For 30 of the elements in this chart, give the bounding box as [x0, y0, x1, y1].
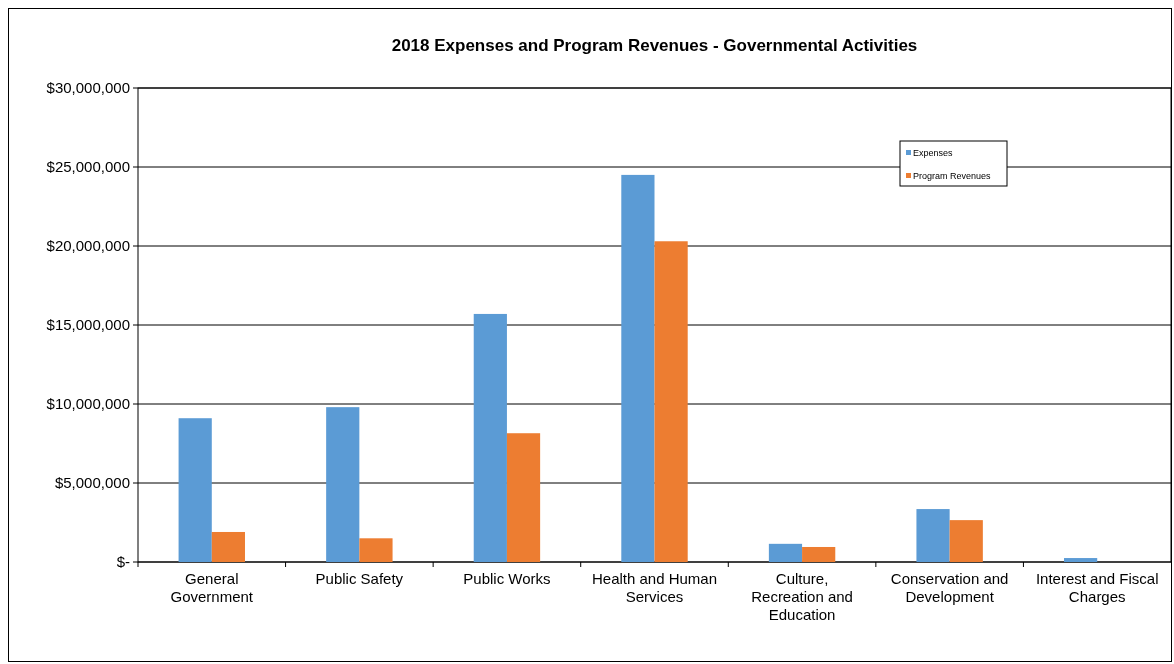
x-tick-label: Conservation and Development	[890, 570, 1009, 605]
bar	[654, 241, 688, 562]
y-tick-label: $5,000,000	[54, 474, 130, 492]
bar	[1064, 558, 1098, 562]
bar	[916, 509, 950, 562]
bar	[506, 433, 541, 562]
x-tick-label: Public Safety	[315, 570, 404, 587]
bar	[326, 407, 360, 562]
bar	[802, 546, 836, 562]
legend-label: Program Revenues	[913, 171, 992, 182]
bar	[621, 174, 655, 562]
x-tick-label: Interest and Fiscal Charges	[1035, 570, 1159, 605]
bar	[211, 531, 245, 562]
bar	[359, 538, 393, 562]
y-tick-label: $15,000,000	[46, 316, 130, 334]
y-tick-label: $20,000,000	[46, 237, 130, 255]
bar	[768, 543, 803, 562]
bar	[178, 418, 212, 562]
y-tick-label: $-	[116, 553, 130, 571]
bar	[949, 520, 983, 562]
x-tick-label: Public Works	[463, 570, 551, 587]
x-tick-label: Culture, Recreation and Education	[751, 570, 853, 623]
x-tick-label: Health and Human Services	[591, 570, 718, 605]
x-tick-label: General Government	[170, 570, 254, 605]
y-tick-label: $30,000,000	[46, 79, 130, 97]
y-tick-label: $25,000,000	[46, 158, 130, 176]
legend-label: Expenses	[913, 148, 954, 159]
chart-title: 2018 Expenses and Program Revenues - Governmental Activities	[391, 36, 918, 55]
y-tick-label: $10,000,000	[46, 395, 130, 413]
bar	[473, 313, 507, 562]
